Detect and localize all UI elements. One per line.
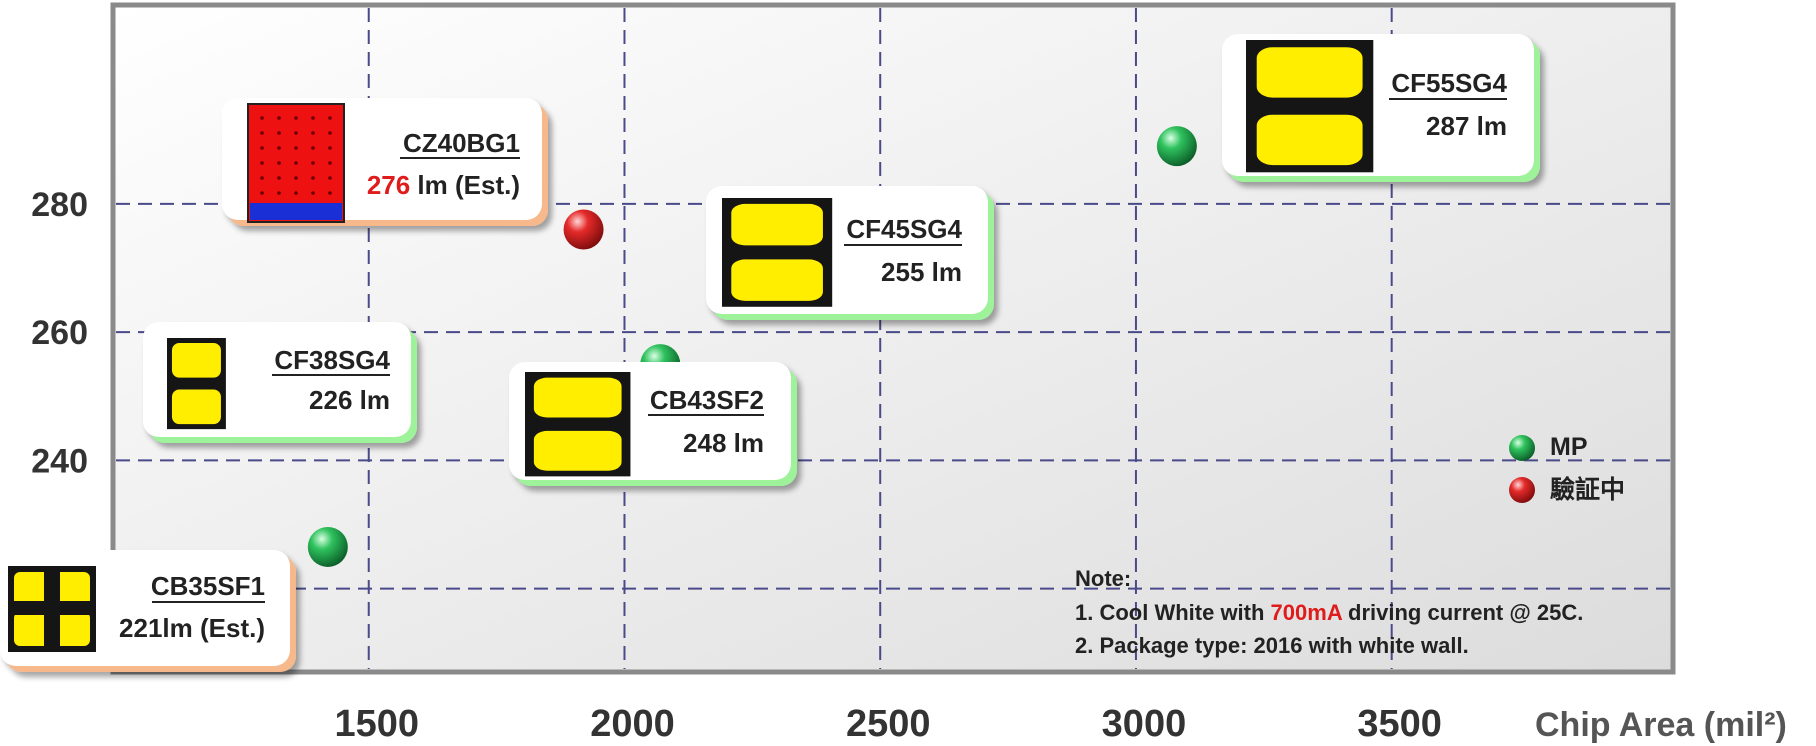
chip-dot (277, 191, 281, 195)
legend-marker-mp (1509, 435, 1535, 461)
note-line-2: 2. Package type: 2016 with white wall. (1075, 633, 1469, 658)
chip-dot (328, 176, 332, 180)
note-title: Note: (1075, 566, 1131, 591)
chip-dot (328, 191, 332, 195)
callout-value: 287 lm (1426, 111, 1507, 141)
chip-dot (311, 176, 315, 180)
chip-dot (277, 116, 281, 120)
callout-value: 226 lm (309, 385, 390, 415)
x-tick-label-0: 1500 (334, 703, 419, 745)
legend-label-validating: 驗証中 (1550, 475, 1625, 504)
chip-icon-red (247, 103, 345, 223)
chip-dot (260, 191, 264, 195)
callout-value: 255 lm (881, 257, 962, 287)
chip-icon-dual (722, 198, 833, 307)
note-line-1: 1. Cool White with 700mA driving current… (1075, 600, 1583, 625)
chip-dot (277, 131, 281, 135)
chip-dot (328, 146, 332, 150)
chip-icon-dual (1246, 40, 1374, 173)
chip-dot (277, 161, 281, 165)
chip-dot (294, 116, 298, 120)
callout-name: CB43SF2 (650, 385, 764, 415)
legend-marker-validating (1509, 477, 1535, 503)
chip-dot (260, 131, 264, 135)
callout-value: 221lm (Est.) (119, 613, 265, 643)
callout-name: CZ40BG1 (403, 128, 520, 158)
y-tick-label-1: 240 (31, 442, 88, 480)
callout-name: CF55SG4 (1391, 68, 1507, 98)
x-tick-label-3: 3000 (1102, 703, 1187, 745)
chip-dot (311, 146, 315, 150)
chip-icon-dual (167, 338, 226, 430)
note: Note: 1. Cool White with 700mA driving c… (1075, 566, 1583, 658)
callout-value: 248 lm (683, 428, 764, 458)
x-axis-ticks: 1500 2000 2500 3000 3500 (334, 703, 1441, 745)
chip-dot (294, 146, 298, 150)
data-point-1 (307, 526, 348, 567)
legend: MP 驗証中 (1509, 433, 1625, 504)
chip-dot (260, 161, 264, 165)
x-tick-label-4: 3500 (1357, 703, 1442, 745)
y-axis-ticks: 220240260280 (31, 186, 88, 609)
legend-label-mp: MP (1550, 433, 1588, 461)
chip-dot (328, 116, 332, 120)
callout-value-highlight: 276 (367, 170, 410, 200)
chip-icon-dual (525, 372, 631, 477)
chip-dot (260, 146, 264, 150)
chip-dot (260, 176, 264, 180)
chip-dot (277, 146, 281, 150)
chip-dot (311, 116, 315, 120)
data-point-5 (1156, 126, 1197, 167)
callout-value-rest: lm (Est.) (410, 170, 520, 200)
data-point-3 (563, 209, 604, 250)
callout-name: CF45SG4 (846, 214, 962, 244)
callout-name: CF38SG4 (274, 345, 390, 375)
chip-dot (294, 131, 298, 135)
y-tick-label-2: 260 (31, 314, 88, 352)
chip-dot (328, 131, 332, 135)
chip-dot (294, 191, 298, 195)
chip-dot (294, 176, 298, 180)
chip-dot (294, 161, 298, 165)
chip-dot (260, 116, 264, 120)
chip-dot (328, 161, 332, 165)
chip-dot (277, 176, 281, 180)
x-axis-label: Chip Area (mil²) (1535, 706, 1787, 744)
chip-dot (311, 161, 315, 165)
callout-value: 276 lm (Est.) (367, 170, 520, 200)
chip-dot (311, 191, 315, 195)
chip-dot (311, 131, 315, 135)
x-tick-label-1: 2000 (590, 703, 675, 745)
chip-icon-cross (8, 566, 96, 652)
x-tick-label-2: 2500 (846, 703, 931, 745)
callout-name: CB35SF1 (151, 571, 265, 601)
y-tick-label-3: 280 (31, 186, 88, 224)
